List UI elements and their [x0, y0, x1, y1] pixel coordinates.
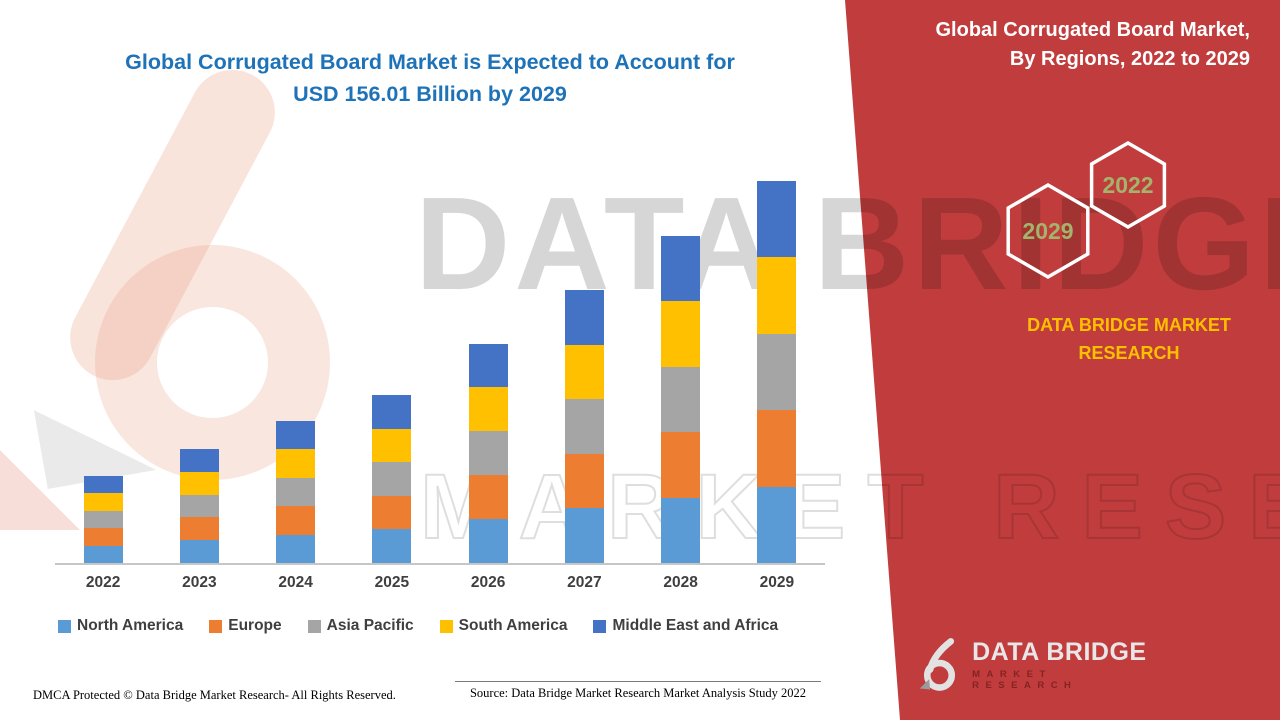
legend-item-north-america: North America	[58, 617, 183, 635]
dmca-notice: DMCA Protected © Data Bridge Market Rese…	[33, 688, 396, 702]
legend-swatch	[58, 619, 71, 633]
x-axis-label-2022: 2022	[85, 574, 121, 591]
legend-swatch	[439, 619, 453, 633]
x-axis-labels: 2022 2023 2024 2025 2026 2027 2028 2029	[55, 574, 825, 592]
x-axis-label-2024: 2024	[278, 574, 313, 591]
bar-segment-europe-2029	[757, 410, 797, 487]
bar-column-2028	[633, 172, 729, 563]
legend-swatch	[307, 619, 321, 633]
bar-segment-europe-2028	[661, 432, 701, 498]
bar-column-2027	[536, 172, 632, 563]
bar-segment-europe-2025	[372, 495, 412, 530]
chart-title-line2: USD 156.01 Billion by 2029	[293, 82, 567, 107]
bar-segment-asia-pacific-2026	[468, 431, 508, 476]
legend-swatch	[593, 619, 607, 633]
bar-segment-north-america-2025	[372, 529, 412, 563]
bar-segment-north-america-2022	[83, 545, 123, 563]
bar-stack-2028	[661, 236, 701, 563]
bar-segment-middle-east-and-africa-2025	[372, 395, 412, 429]
bar-stack-2023	[179, 449, 219, 563]
bar-segment-south-america-2022	[83, 493, 123, 511]
bar-column-2026	[440, 172, 536, 563]
legend-label: Europe	[228, 617, 282, 634]
bar-segment-middle-east-and-africa-2029	[757, 181, 797, 258]
bar-segment-asia-pacific-2027	[564, 399, 604, 454]
bar-segment-asia-pacific-2022	[83, 510, 123, 529]
source-note: Source: Data Bridge Market Research Mark…	[455, 681, 821, 701]
bar-stack-2025	[372, 395, 412, 563]
bar-segment-europe-2027	[564, 453, 604, 509]
bar-segment-north-america-2023	[179, 540, 219, 563]
bar-segment-middle-east-and-africa-2027	[564, 290, 604, 345]
chart-title-line1: Global Corrugated Board Market is Expect…	[125, 50, 735, 74]
bar-segment-middle-east-and-africa-2026	[468, 343, 508, 388]
legend-swatch	[209, 619, 223, 633]
bar-segment-middle-east-and-africa-2024	[276, 421, 316, 450]
bar-segment-asia-pacific-2029	[757, 333, 797, 411]
bar-segment-south-america-2023	[179, 471, 219, 495]
bar-column-2029	[729, 172, 825, 563]
x-axis-label-2028: 2028	[663, 574, 698, 591]
bar-segment-north-america-2027	[564, 508, 604, 563]
bar-segment-asia-pacific-2028	[661, 366, 701, 433]
x-axis-label-2029: 2029	[759, 574, 795, 591]
x-axis-label-2025: 2025	[374, 574, 410, 591]
legend-item-middle-east-and-africa: Middle East and Africa	[593, 617, 778, 635]
bar-segment-south-america-2026	[468, 387, 508, 432]
legend-item-south-america: South America	[439, 617, 568, 635]
bar-segment-europe-2023	[179, 517, 219, 541]
bar-segment-asia-pacific-2025	[372, 462, 412, 496]
bar-segment-asia-pacific-2024	[276, 477, 316, 507]
bar-stack-2029	[757, 181, 797, 563]
bar-segment-south-america-2029	[757, 257, 797, 334]
bar-segment-south-america-2028	[661, 301, 701, 367]
legend-label: Asia Pacific	[326, 617, 414, 634]
bar-stack-2022	[83, 476, 123, 563]
bar-segment-north-america-2026	[468, 519, 508, 563]
bar-segment-middle-east-and-africa-2028	[661, 236, 701, 302]
legend-label: Middle East and Africa	[612, 617, 779, 634]
bar-segment-south-america-2024	[276, 449, 316, 478]
x-axis-label-2027: 2027	[567, 574, 602, 591]
bar-segment-south-america-2025	[372, 428, 412, 463]
bar-stack-2027	[564, 290, 604, 563]
chart-title: Global Corrugated Board Market is Expect…	[90, 46, 770, 111]
bar-segment-north-america-2029	[757, 486, 797, 563]
bar-segment-north-america-2028	[661, 497, 701, 563]
chart-legend: North America Europe Asia Pacific South Ame…	[58, 617, 828, 635]
bar-segment-middle-east-and-africa-2023	[179, 449, 219, 472]
legend-label: North America	[77, 617, 184, 634]
bar-segment-south-america-2027	[564, 344, 604, 400]
legend-item-europe: Europe	[209, 617, 282, 635]
bar-column-2024	[248, 172, 344, 563]
legend-item-asia-pacific: Asia Pacific	[307, 617, 414, 635]
x-axis-label-2026: 2026	[470, 574, 506, 591]
bar-column-2025	[344, 172, 440, 563]
stacked-bar-plot	[55, 172, 825, 565]
bar-segment-europe-2022	[83, 528, 123, 546]
bar-segment-europe-2024	[276, 506, 316, 535]
bar-stack-2024	[276, 421, 316, 563]
bar-column-2022	[55, 172, 151, 563]
bar-segment-north-america-2024	[276, 534, 316, 563]
x-axis-label-2023: 2023	[182, 574, 217, 591]
legend-label: South America	[458, 617, 568, 634]
bar-segment-middle-east-and-africa-2022	[83, 476, 123, 494]
bar-stack-2026	[468, 343, 508, 563]
bar-column-2023	[151, 172, 247, 563]
bar-segment-europe-2026	[468, 475, 508, 520]
bar-segment-asia-pacific-2023	[179, 494, 219, 518]
